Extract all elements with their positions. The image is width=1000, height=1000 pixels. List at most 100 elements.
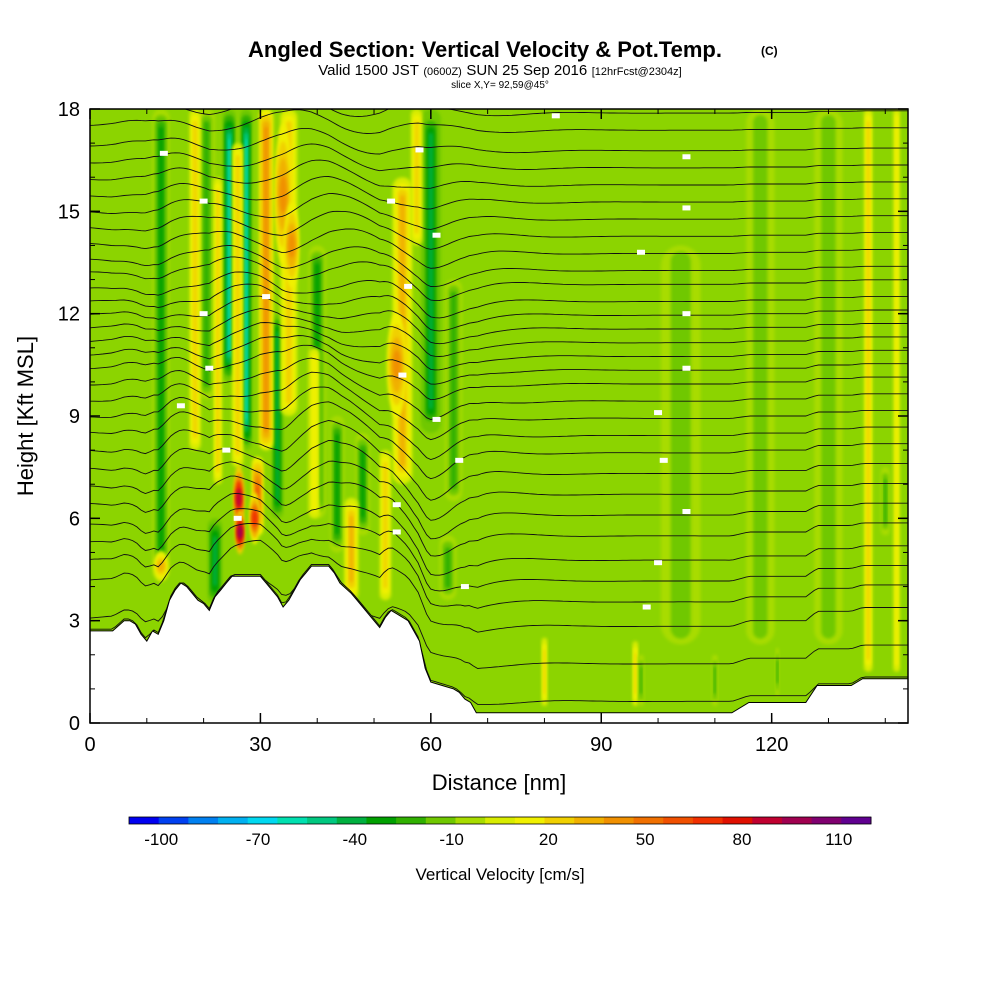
velocity-streak: [414, 121, 419, 234]
y-tick-label: 18: [58, 99, 80, 121]
velocity-streak: [894, 115, 899, 666]
contour-label: [392, 502, 401, 508]
colorbar-swatch: [336, 817, 367, 824]
colorbar-swatch: [722, 817, 753, 824]
isentrope-line: [90, 420, 908, 501]
colorbar-swatch: [811, 817, 842, 824]
isentrope-line: [90, 371, 908, 441]
colorbar-swatch: [633, 817, 664, 824]
isentrope-line: [90, 475, 908, 557]
velocity-streak: [428, 133, 433, 410]
forecast-label: [12hrFcst@2304z]: [592, 66, 682, 78]
velocity-cell: [279, 175, 287, 214]
isentrope-line: [90, 127, 908, 155]
colorbar-swatch: [188, 817, 219, 824]
colorbar-swatch: [247, 817, 278, 824]
contour-label: [654, 410, 663, 416]
x-tick-label: 0: [84, 734, 95, 756]
colorbar-swatch: [307, 817, 338, 824]
chart-title: Angled Section: Vertical Velocity & Pot.…: [248, 37, 722, 62]
contour-label: [460, 584, 469, 590]
velocity-streak: [203, 121, 210, 387]
isentrope-line: [90, 344, 908, 401]
contour-label: [415, 147, 424, 153]
isentrope-line: [90, 283, 908, 332]
velocity-streak: [776, 659, 779, 684]
colorbar-label: -100: [144, 830, 178, 849]
velocity-streak: [883, 479, 887, 524]
contour-label: [176, 403, 185, 409]
velocity-streak: [445, 547, 451, 589]
slice-label: slice X,Y= 92,59@45°: [451, 80, 549, 91]
y-tick-label: 9: [69, 406, 80, 428]
velocity-cell: [237, 524, 243, 540]
isentrope-line: [90, 256, 908, 302]
contour-label: [654, 560, 663, 566]
contour-label: [682, 205, 691, 211]
contour-label: [404, 283, 413, 289]
y-tick-label: 3: [69, 611, 80, 633]
colorbar-swatch: [663, 817, 694, 824]
colorbar: -100 -70 -40 -10 20 50 80 110: [128, 816, 872, 849]
velocity-streak: [543, 649, 546, 694]
velocity-field: [152, 109, 901, 706]
velocity-cell: [288, 233, 296, 258]
colorbar-swatch: [752, 817, 783, 824]
valid-prefix: Valid 1500 JST: [318, 62, 419, 79]
contour-label: [659, 457, 668, 463]
colorbar-label: 80: [732, 830, 751, 849]
contour-label: [432, 232, 441, 238]
plot-area: [90, 109, 908, 723]
contour-label: [222, 447, 231, 453]
colorbar-swatch: [485, 817, 516, 824]
velocity-streak: [213, 536, 217, 586]
velocity-streak: [276, 331, 279, 501]
isentrope-line: [90, 522, 908, 609]
colorbar-swatch: [455, 817, 486, 824]
contour-label: [551, 113, 560, 119]
y-axis-label: Height [Kft MSL]: [13, 336, 38, 496]
velocity-streak: [335, 434, 339, 535]
isentrope-line: [90, 563, 908, 669]
colorbar-swatch: [366, 817, 397, 824]
velocity-streak: [360, 451, 365, 518]
isentrope-line: [90, 386, 908, 460]
isentrope-line: [90, 508, 908, 592]
contour-label: [199, 311, 208, 317]
colorbar-label: 50: [636, 830, 655, 849]
colorbar-frame: [128, 816, 872, 825]
isentrope-line: [90, 308, 908, 357]
x-tick-label: 120: [755, 734, 788, 756]
colorbar-swatch: [603, 817, 635, 824]
colorbar-swatch: [218, 817, 249, 824]
x-tick-label: 60: [420, 734, 442, 756]
isentrope-line: [90, 322, 908, 371]
colorbar-swatch: [277, 817, 308, 824]
isentrope-line: [90, 143, 908, 172]
velocity-streak: [158, 127, 164, 562]
contour-label: [205, 365, 214, 371]
colorbar-swatch: [514, 817, 546, 824]
colorbar-label: 20: [539, 830, 558, 849]
x-tick-label: 30: [249, 734, 271, 756]
terrain-mask: [90, 565, 908, 723]
valid-utc: (0600Z): [423, 66, 462, 78]
colorbar-swatch: [425, 817, 456, 824]
velocity-streak: [311, 353, 318, 513]
contour-label: [682, 365, 691, 371]
velocity-streak: [245, 139, 248, 421]
x-axis-label: Distance [nm]: [432, 770, 567, 795]
contour-label: [432, 416, 441, 422]
x-tick-label: 90: [590, 734, 612, 756]
colorbar-title: Vertical Velocity [cm/s]: [415, 865, 584, 884]
isentrope-line: [90, 335, 908, 385]
contour-label: [398, 372, 407, 378]
isentrope-line: [90, 460, 908, 540]
velocity-streak: [634, 653, 637, 694]
velocity-cell: [251, 510, 258, 527]
velocity-streak: [821, 115, 836, 639]
valid-line: Valid 1500 JST (0600Z) SUN 25 Sep 2016 […: [318, 62, 681, 79]
y-tick-label: 15: [58, 201, 80, 223]
isentrope-line: [90, 193, 908, 230]
